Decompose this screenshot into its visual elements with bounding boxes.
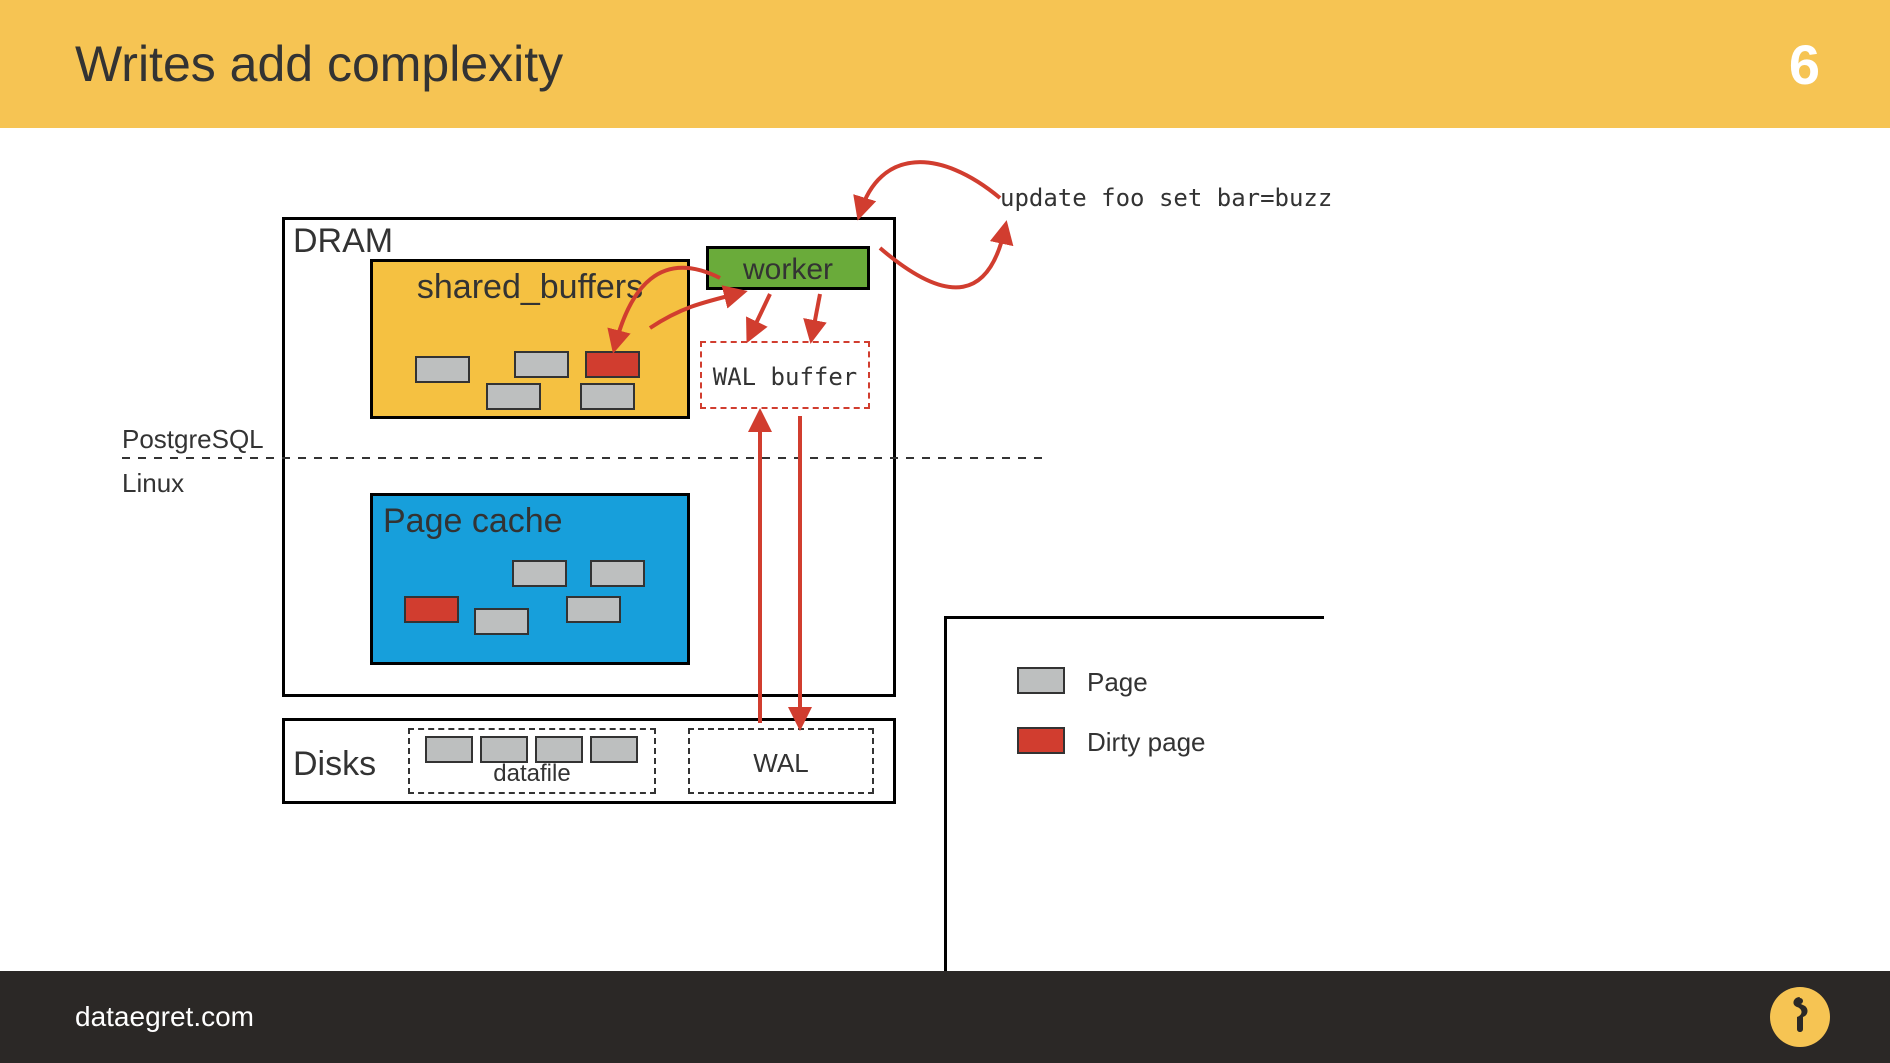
dirty-page (585, 351, 640, 378)
wal-buffer-box: WAL buffer (700, 341, 870, 409)
shared-buffers-label: shared_buffers (373, 268, 687, 307)
disks-label: Disks (293, 745, 376, 784)
page (514, 351, 569, 378)
page (590, 736, 638, 763)
wal-disk-label: WAL (690, 748, 872, 779)
page (535, 736, 583, 763)
legend-dirty-swatch (1017, 727, 1065, 754)
slide-title: Writes add complexity (75, 35, 563, 93)
page (512, 560, 567, 587)
architecture-diagram: DRAM shared_buffers worker WAL buffer Pa… (0, 128, 1890, 971)
page (486, 383, 541, 410)
page (474, 608, 529, 635)
page (415, 356, 470, 383)
sql-query-text: update foo set bar=buzz (1000, 184, 1332, 212)
dram-label: DRAM (293, 222, 393, 261)
worker-box: worker (706, 246, 870, 290)
slide-header: Writes add complexity 6 (0, 0, 1890, 128)
page (480, 736, 528, 763)
slide-footer: dataegret.com (0, 971, 1890, 1063)
worker-label: worker (709, 253, 867, 287)
page-cache-label: Page cache (383, 502, 563, 541)
legend-page-label: Page (1087, 667, 1148, 698)
dirty-page (404, 596, 459, 623)
datafile-label: datafile (410, 760, 654, 788)
slide-number: 6 (1789, 32, 1820, 97)
page (590, 560, 645, 587)
footer-site: dataegret.com (75, 1001, 254, 1033)
wal-disk-box: WAL (688, 728, 874, 794)
page (566, 596, 621, 623)
legend-dirty-label: Dirty page (1087, 727, 1206, 758)
legend-page-swatch (1017, 667, 1065, 694)
page (425, 736, 473, 763)
brand-logo-icon (1770, 987, 1830, 1047)
page (580, 383, 635, 410)
wal-buffer-label: WAL buffer (702, 363, 868, 391)
postgresql-label: PostgreSQL (122, 424, 264, 455)
linux-label: Linux (122, 468, 184, 499)
legend-panel: Page Dirty page (944, 616, 1324, 1016)
